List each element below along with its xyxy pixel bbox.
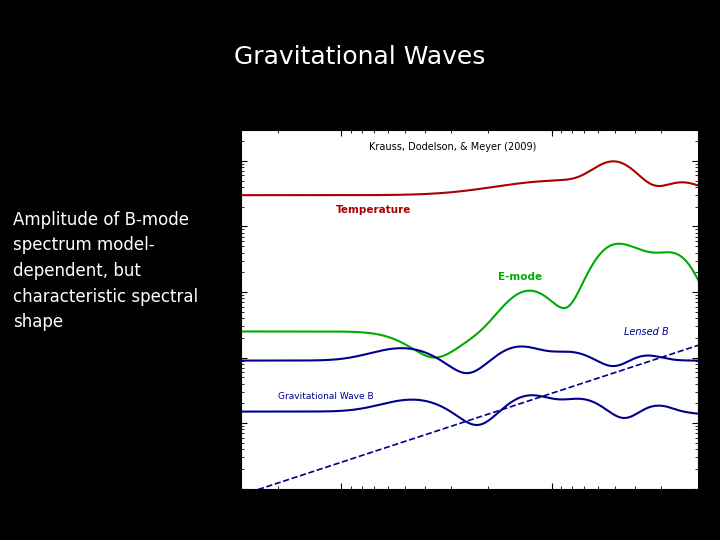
Text: E-mode: E-mode bbox=[498, 273, 542, 282]
X-axis label: Angular Separation (Degrees): Angular Separation (Degrees) bbox=[387, 509, 553, 519]
Text: Gravitational Wave B: Gravitational Wave B bbox=[278, 393, 374, 401]
Text: Lensed B: Lensed B bbox=[624, 327, 669, 337]
Text: Temperature: Temperature bbox=[336, 205, 412, 215]
Text: Amplitude of B-mode
spectrum model-
dependent, but
characteristic spectral
shape: Amplitude of B-mode spectrum model- depe… bbox=[13, 211, 198, 332]
Text: Krauss, Dodelson, & Meyer (2009): Krauss, Dodelson, & Meyer (2009) bbox=[369, 142, 536, 152]
Text: Gravitational Waves: Gravitational Waves bbox=[234, 45, 486, 69]
Y-axis label: T,P anisotropy (μK): T,P anisotropy (μK) bbox=[192, 256, 202, 362]
